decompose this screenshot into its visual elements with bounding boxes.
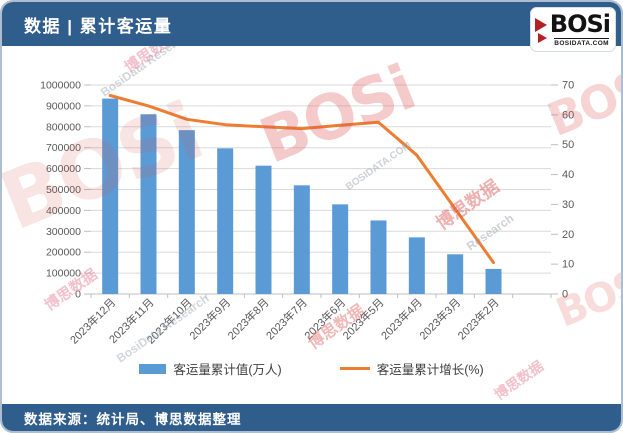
- bar: [140, 114, 157, 294]
- header-bar: 数据 | 累计客运量: [2, 2, 621, 46]
- logo-triangle-icon: [538, 33, 547, 43]
- left-axis-label: 300000: [46, 226, 81, 238]
- left-axis-label: 700000: [46, 142, 81, 154]
- logo-domain: BOSIDATA.COM: [554, 38, 609, 47]
- line-series: [108, 94, 495, 265]
- bar-swatch-icon: [139, 363, 167, 374]
- right-axis-label: 60: [562, 109, 574, 121]
- left-axis-label: 500000: [46, 184, 81, 196]
- right-axis-label: 40: [562, 169, 574, 181]
- left-axis-label: 0: [75, 289, 81, 301]
- left-axis-label: 200000: [46, 247, 81, 259]
- right-axis-label: 50: [562, 139, 574, 151]
- x-axis-label: 2023年2月: [455, 295, 502, 342]
- logo-wordmark: BOSi: [549, 10, 611, 38]
- logo-triangle-icon: [535, 18, 547, 32]
- right-axis-label: 30: [562, 199, 574, 211]
- left-axis-label: 100000: [46, 268, 81, 280]
- right-axis-label: 70: [562, 80, 574, 92]
- bar: [255, 165, 272, 294]
- bar: [178, 130, 195, 294]
- right-axis-label: 10: [562, 259, 574, 271]
- chart-legend: 客运量累计值(万人) 客运量累计增长(%): [2, 359, 621, 378]
- data-source: 数据来源：统计局、博思数据整理: [24, 411, 242, 427]
- bar: [102, 98, 119, 295]
- footer-bar: 数据来源：统计局、博思数据整理: [2, 404, 621, 431]
- left-axis-label: 400000: [46, 205, 81, 217]
- bar: [293, 185, 310, 294]
- line-swatch-icon: [339, 367, 370, 370]
- bar: [408, 237, 425, 294]
- right-axis-label: 0: [562, 289, 568, 301]
- page-title: 数据 | 累计客运量: [24, 16, 173, 36]
- left-axis-label: 900000: [46, 100, 81, 112]
- legend-label-line: 客运量累计增长(%): [376, 363, 484, 377]
- bar: [217, 148, 234, 294]
- left-axis-label: 800000: [46, 121, 81, 133]
- bar: [332, 204, 349, 294]
- legend-item-line: 客运量累计增长(%): [339, 359, 484, 378]
- legend-label-bar: 客运量累计值(万人): [173, 363, 282, 377]
- bar: [447, 254, 464, 294]
- legend-item-bar: 客运量累计值(万人): [139, 359, 282, 378]
- bar: [485, 268, 502, 294]
- left-axis-label: 1000000: [40, 80, 81, 92]
- right-axis-label: 20: [562, 229, 574, 241]
- bosi-logo: BOSi BOSIDATA.COM: [530, 7, 616, 52]
- bar: [370, 220, 387, 294]
- left-axis-label: 600000: [46, 163, 81, 175]
